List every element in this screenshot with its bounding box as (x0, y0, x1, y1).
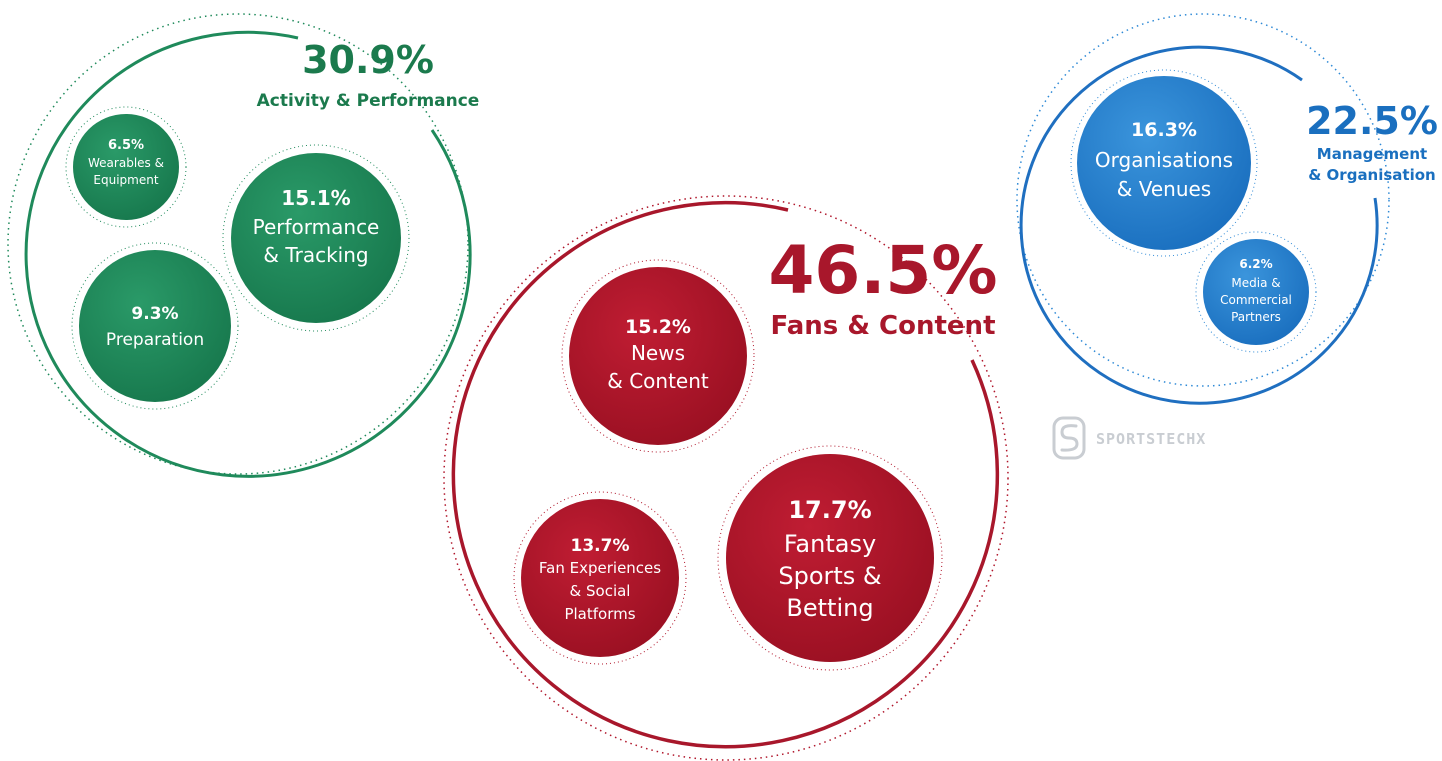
segment-label-line: Equipment (93, 173, 158, 187)
segment-label-line: Partners (1231, 310, 1281, 324)
segment-dotted-ring (717, 445, 943, 671)
segment-label-line: Commercial (1220, 293, 1292, 307)
segment-percent: 15.1% (281, 186, 350, 210)
segment-percent: 9.3% (131, 304, 178, 324)
segment-dotted-ring (222, 144, 410, 332)
sportstechx-logo: SPORTSTECHX (1052, 416, 1206, 460)
group-percent: 30.9% (302, 38, 434, 82)
segment-bubble (569, 267, 747, 445)
segment-dotted-ring (1195, 231, 1317, 353)
segment-label-line: Betting (786, 594, 873, 622)
segment-wearables-equipment: 6.5% Wearables & Equipment (65, 106, 187, 228)
segment-percent: 6.2% (1239, 257, 1272, 271)
group-label: & Organisation (1308, 166, 1435, 184)
segment-media-commercial-partners: 6.2% Media & Commercial Partners (1195, 231, 1317, 353)
segment-dotted-ring (513, 491, 687, 665)
segment-label-line: & Venues (1117, 177, 1211, 201)
group-percent: 46.5% (769, 232, 998, 309)
segment-dotted-ring (71, 242, 239, 410)
segment-dotted-ring (561, 259, 755, 453)
segment-label-line: Wearables & (88, 156, 164, 170)
group-outer-ring (451, 200, 1000, 749)
segment-fan-experiences-social: 13.7% Fan Experiences & Social Platforms (513, 491, 687, 665)
segment-bubble (521, 499, 679, 657)
segment-bubble (73, 114, 179, 220)
group-outer-ring (24, 30, 472, 478)
group-label: Management (1317, 145, 1427, 163)
group-label: Fans & Content (771, 311, 996, 341)
segment-bubble (1077, 76, 1251, 250)
segment-preparation: 9.3% Preparation (71, 242, 239, 410)
segment-label-line: Fantasy (784, 530, 876, 558)
segment-dotted-ring (65, 106, 187, 228)
segment-label-line: News (631, 341, 685, 365)
segment-bubble (726, 454, 934, 662)
sportstechx-s-logo-icon (1052, 416, 1086, 460)
group-outer-dotted-ring (7, 13, 469, 475)
segment-percent: 13.7% (571, 536, 630, 556)
segment-label-line: & Social (570, 582, 631, 600)
group-outer-ring (1019, 45, 1379, 405)
segment-label-line: Organisations (1095, 148, 1233, 172)
segment-performance-tracking: 15.1% Performance & Tracking (222, 144, 410, 332)
group-fans-content: 46.5% Fans & Content 15.2% News & Conten… (443, 195, 1009, 761)
segment-organisations-venues: 16.3% Organisations & Venues (1070, 69, 1258, 257)
segment-dotted-ring (1070, 69, 1258, 257)
group-percent: 22.5% (1306, 99, 1438, 143)
segment-label-line: Media & (1231, 276, 1280, 290)
segment-percent: 15.2% (625, 316, 691, 338)
segment-label-line: Performance (253, 215, 380, 239)
segment-bubble (79, 250, 231, 402)
segment-percent: 17.7% (788, 496, 871, 524)
segment-label-line: Sports & (778, 562, 881, 590)
segment-label-line: & Content (607, 369, 709, 393)
segment-percent: 16.3% (1131, 119, 1197, 141)
segment-label-line: Preparation (106, 330, 204, 350)
logo-text: SPORTSTECHX (1096, 430, 1206, 448)
segment-bubble (1203, 239, 1309, 345)
segment-label-line: & Tracking (263, 243, 368, 267)
segment-percent: 6.5% (108, 138, 144, 153)
group-management-organisation: 22.5% Management & Organisation 16.3% Or… (1016, 13, 1438, 405)
group-outer-dotted-ring (443, 195, 1009, 761)
segment-bubble (231, 153, 401, 323)
segment-label-line: Platforms (564, 605, 635, 623)
group-label: Activity & Performance (257, 91, 480, 111)
group-activity-performance: 30.9% Activity & Performance 6.5% Wearab… (7, 13, 480, 478)
segment-fantasy-sports-betting: 17.7% Fantasy Sports & Betting (717, 445, 943, 671)
segment-news-content: 15.2% News & Content (561, 259, 755, 453)
group-outer-dotted-ring (1016, 13, 1390, 387)
segment-label-line: Fan Experiences (539, 559, 661, 577)
